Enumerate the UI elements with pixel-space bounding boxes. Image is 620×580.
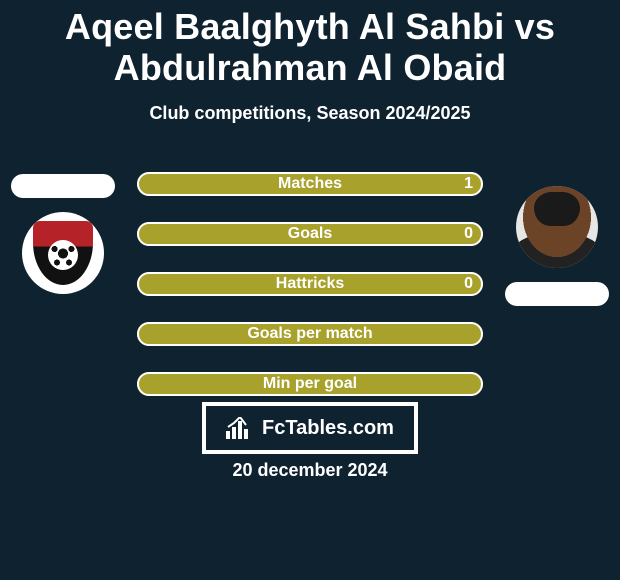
stat-value-right: 0	[464, 275, 473, 293]
stat-label: Goals per match	[247, 325, 372, 343]
player-left-avatar	[22, 212, 104, 294]
stat-row: Min per goal	[137, 372, 483, 396]
stat-label: Goals	[288, 225, 332, 243]
brand-badge[interactable]: FcTables.com	[202, 402, 418, 454]
player-left-name-pill	[11, 174, 115, 198]
player-photo-icon	[516, 186, 598, 268]
stat-value-right: 0	[464, 225, 473, 243]
stat-row: Matches 1	[137, 172, 483, 196]
season-subtitle: Club competitions, Season 2024/2025	[0, 103, 620, 124]
bar-chart-icon	[226, 417, 252, 439]
stat-label: Hattricks	[276, 275, 344, 293]
player-right	[502, 186, 612, 306]
team-logo-icon	[22, 212, 104, 294]
comparison-card: Aqeel Baalghyth Al Sahbi vs Abdulrahman …	[0, 0, 620, 580]
player-right-avatar	[516, 186, 598, 268]
footer-date: 20 december 2024	[232, 460, 387, 481]
stat-label: Matches	[278, 175, 342, 193]
stat-label: Min per goal	[263, 375, 357, 393]
player-left	[8, 174, 118, 294]
page-title: Aqeel Baalghyth Al Sahbi vs Abdulrahman …	[0, 6, 620, 89]
stat-row: Goals per match	[137, 322, 483, 346]
stats-list: Matches 1 Goals 0 Hattricks 0 Goals per match M…	[137, 172, 483, 396]
stat-value-right: 1	[464, 175, 473, 193]
player-right-name-pill	[505, 282, 609, 306]
stat-row: Hattricks 0	[137, 272, 483, 296]
brand-text: FcTables.com	[262, 417, 394, 440]
stat-row: Goals 0	[137, 222, 483, 246]
